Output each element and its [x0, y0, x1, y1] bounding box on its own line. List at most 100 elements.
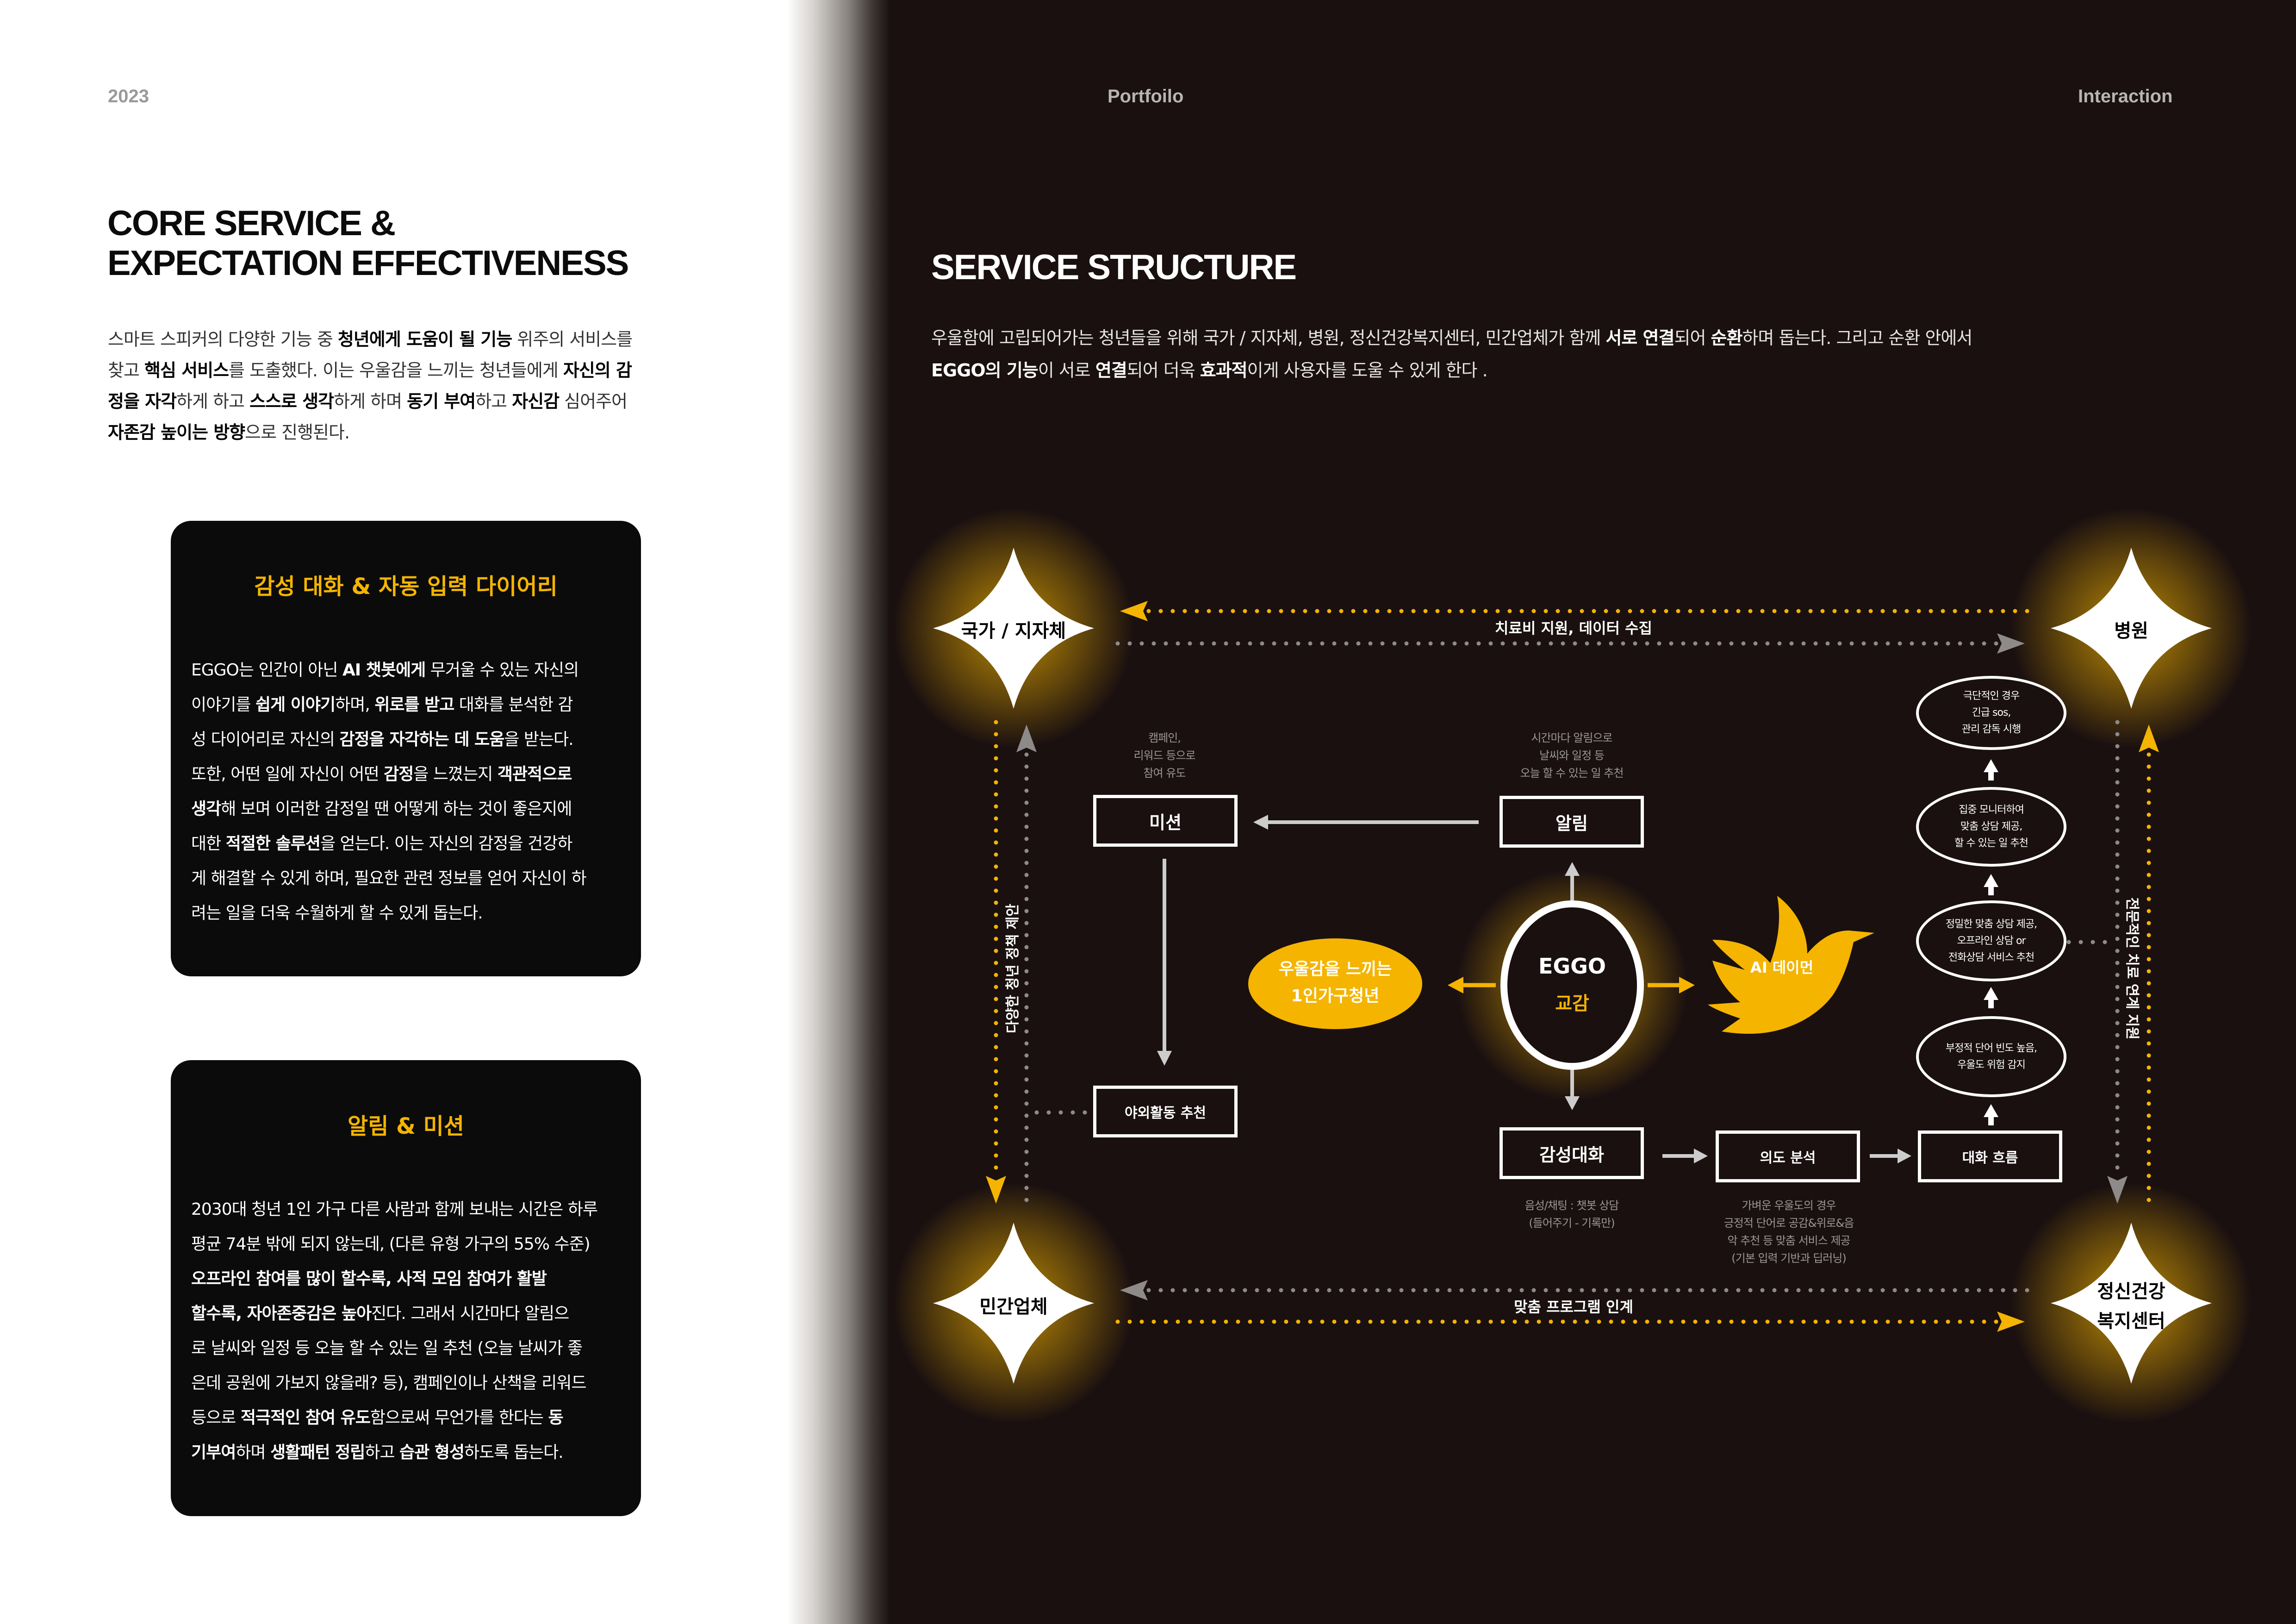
card1-line: 성 다이어리로 자신의 감정을 자각하는 데 도움을 받는다. [191, 722, 622, 757]
card1-text: 또한, 어떤 일에 자신이 어떤 [191, 765, 384, 784]
card1-line: EGGO는 인간이 아닌 AI 챗봇에게 무거울 수 있는 자신의 [191, 653, 622, 687]
right-intro-bold-text: 서로 연결 [1605, 328, 1674, 348]
note-mission-line: 참여 유도 [1143, 767, 1186, 780]
oval-risk-detect: 부정적 단어 빈도 높음, 우울도 위험 감지 [1916, 1016, 2066, 1097]
card1-bold-text: AI 챗봇에게 [342, 661, 426, 680]
ai-label: AI 데이먼 [1750, 959, 1814, 976]
left-title-line1: CORE SERVICE & [107, 204, 396, 243]
panel-divider-gradient [787, 0, 889, 1624]
card-alarm-mission-title: 알림 & 미션 [348, 1113, 464, 1139]
right-intro-bold-text: 연결 [1095, 360, 1127, 381]
card2-text: 평균 74분 밖에 되지 않는데, (다른 유형 가구의 55% 수준) [191, 1235, 591, 1254]
right-intro-text: 되어 [1674, 328, 1711, 348]
card2-text: 함으로써 무언가를 한다는 [370, 1408, 548, 1427]
card1-text: 려는 일을 더욱 수월하게 할 수 있게 돕는다. [191, 904, 483, 923]
card2-bold-text: 적극적인 참여 유도 [240, 1408, 371, 1427]
card2-bold-text: 오프라인 참여를 많이 할수록, 사적 모임 참여가 활발 [191, 1269, 547, 1288]
arrow-up-4 [1984, 1104, 1998, 1125]
card1-text: 을 받는다. [504, 730, 573, 749]
card2-bold-text: 습관 형성 [399, 1443, 465, 1462]
edge-label-top: 치료비 지원, 데이터 수집 [1495, 619, 1652, 637]
right-arrow-gray [2107, 1176, 2128, 1204]
corner-diamond-mental-center [2051, 1223, 2212, 1384]
left-intro-line: 정을 자각하게 하고 스스로 생각하게 하며 동기 부여하고 자신감 심어주어 [108, 386, 700, 417]
oval-o2-line: 할 수 있는 일 추천 [1954, 837, 2028, 849]
note-alarm-line: 시간마다 알림으로 [1531, 731, 1612, 744]
left-intro-text: 스마트 스피커의 다양한 기능 중 [108, 329, 338, 350]
left-intro-text: 를 도출했다. 이는 우울감을 느끼는 청년들에게 [229, 360, 563, 381]
eggo-egg-inner [1507, 907, 1637, 1063]
card1-text: 대한 [191, 834, 226, 853]
card2-line: 은데 공원에 가보지 않을래? 등), 캠페인이나 산책을 리워드 [191, 1366, 622, 1400]
note-chat-line: (들어주기 - 기록만) [1529, 1217, 1615, 1230]
left-title: CORE SERVICE & EXPECTATION EFFECTIVENESS [107, 204, 629, 283]
arrowhead-intent-to-flow [1898, 1149, 1911, 1163]
oval-o1-line: 긴급 sos, [1972, 707, 2011, 718]
card2-bold-text: 할수록, 자아존중감은 높아 [191, 1304, 372, 1323]
card2-bold-text: 동 [548, 1408, 564, 1427]
left-title-line2: EXPECTATION EFFECTIVENESS [107, 244, 629, 283]
left-arrow-yellow [986, 1176, 1006, 1204]
card1-text: 하며, [335, 695, 375, 714]
left-intro-bold-text: 자신감 [512, 391, 560, 412]
box-chat: 감성대화 [1500, 1127, 1644, 1179]
box-outdoor: 야외활동 추천 [1093, 1086, 1238, 1137]
left-intro-bold-text: 자신의 감 [563, 360, 632, 381]
edge-label-bottom: 맞춤 프로그램 인계 [1514, 1298, 1633, 1316]
left-intro-text: 하고 [475, 391, 512, 412]
top-arrow-gray [1997, 633, 2025, 654]
card1-text: 대화를 분석한 감 [454, 695, 573, 714]
note-intent: 가벼운 우울도의 경우 긍정적 단어로 공감&위로&음 악 추천 등 맞춤 서비스 … [1685, 1197, 1893, 1267]
card1-line: 이야기를 쉽게 이야기하며, 위로를 받고 대화를 분석한 감 [191, 687, 622, 722]
oval-o3-text: 정밀한 맞춤 상담 제공, 오프라인 상담 or 전화상담 서비스 추천 [1946, 916, 2037, 966]
card2-line: 로 날씨와 일정 등 오늘 할 수 있는 일 추천 (오늘 날씨가 좋 [191, 1331, 622, 1366]
left-intro-line: 찾고 핵심 서비스를 도출했다. 이는 우울감을 느끼는 청년들에게 자신의 감 [108, 355, 700, 386]
oval-o3-line: 오프라인 상담 or [1957, 935, 2026, 947]
right-intro-bold-text: EGGO의 기능 [931, 360, 1039, 381]
interaction-label: Interaction [2078, 86, 2173, 106]
card1-text: EGGO는 인간이 아닌 [191, 661, 342, 680]
card2-line: 할수록, 자아존중감은 높아진다. 그래서 시간마다 알림으 [191, 1296, 622, 1331]
left-intro-bold-text: 청년에게 도움이 될 기능 [337, 329, 512, 350]
corner-label-mental-center-l1: 정신건강 [2097, 1281, 2165, 1302]
card1-text: 이야기를 [191, 695, 255, 714]
right-intro-bold-text: 순환 [1711, 328, 1742, 348]
left-intro-text: 심어주어 [559, 391, 628, 412]
card1-line: 대한 적절한 솔루션을 얻는다. 이는 자신의 감정을 건강하 [191, 826, 622, 861]
right-intro-text: 되어 더욱 [1126, 360, 1200, 381]
card2-line: 등으로 적극적인 참여 유도함으로써 무언가를 한다는 동 [191, 1400, 622, 1435]
arrow-up-3 [1984, 987, 1998, 1008]
note-alarm-line: 오늘 할 수 있는 일 추천 [1520, 767, 1624, 780]
user-label-l2: 1인가구청년 [1291, 987, 1380, 1006]
card1-bold-text: 위로를 받고 [374, 695, 454, 714]
user-ellipse [1248, 938, 1422, 1029]
eggo-title: EGGO [1538, 954, 1606, 979]
bottom-arrow-gray [1120, 1280, 1148, 1300]
card1-line: 려는 일을 더욱 수월하게 할 수 있게 돕는다. [191, 896, 622, 931]
corner-diamond-hospital [2051, 548, 2212, 709]
note-mission: 캠페인, 리워드 등으로 참여 유도 [1095, 729, 1234, 782]
note-alarm-line: 날씨와 일정 등 [1539, 749, 1605, 762]
arrowhead-chat-to-intent [1694, 1149, 1708, 1163]
card1-bold-text: 생각 [191, 800, 221, 818]
card2-text: 진다. 그래서 시간마다 알림으 [371, 1304, 569, 1323]
note-intent-line: 악 추천 등 맞춤 서비스 제공 [1727, 1234, 1850, 1247]
note-mission-line: 캠페인, [1148, 731, 1181, 744]
oval-o1-line: 관리 감독 시행 [1961, 724, 2021, 735]
oval-emergency: 극단적인 경우 긴급 sos, 관리 감독 시행 [1916, 676, 2066, 750]
arrow-up-2 [1984, 874, 1998, 895]
note-chat-line: 음성/채팅 : 챗봇 상담 [1524, 1199, 1619, 1212]
arrowhead-eggo-to-user [1448, 977, 1463, 993]
corner-label-mental-center-l2: 복지센터 [2097, 1311, 2165, 1332]
year-label: 2023 [108, 86, 149, 106]
corner-diamond-state [933, 548, 1094, 709]
note-intent-line: 긍정적 단어로 공감&위로&음 [1724, 1217, 1854, 1230]
card-emotion-diary: 감성 대화 & 자동 입력 다이어리 EGGO는 인간이 아닌 AI 챗봇에게 … [171, 521, 641, 976]
oval-o3-line: 전화상담 서비스 추천 [1948, 951, 2035, 963]
left-intro-line: 스마트 스피커의 다양한 기능 중 청년에게 도움이 될 기능 위주의 서비스를 [108, 324, 700, 355]
card2-line: 기부여하며 생활패턴 정립하고 습관 형성하도록 돕는다. [191, 1435, 622, 1470]
right-intro-text: 이게 사용자를 도울 수 있게 한다 . [1247, 360, 1488, 381]
left-intro-bold-text: 스스로 생각 [249, 391, 334, 412]
